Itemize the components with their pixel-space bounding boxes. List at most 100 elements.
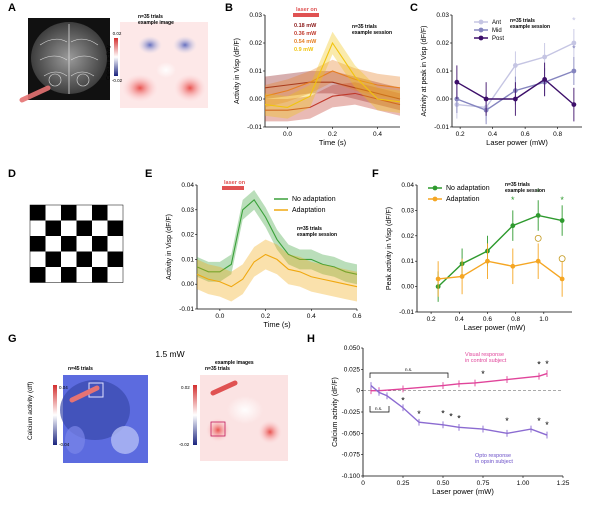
x-tick-label: 0.4 <box>488 131 497 138</box>
panel-letter-g: G <box>8 333 17 345</box>
data-point <box>559 218 565 223</box>
data-point <box>512 96 518 102</box>
y-tick-label: 0.04 <box>401 182 414 189</box>
y-tick-label: -0.01 <box>399 309 414 316</box>
panel-c-note-2: example session <box>510 24 550 30</box>
legend-marker <box>478 27 484 33</box>
series-band <box>197 189 357 285</box>
y-tick-label: 0.00 <box>401 284 414 291</box>
panel-b-note-1: n=35 trials <box>352 24 377 30</box>
legend-marker <box>478 35 484 41</box>
series-line <box>437 214 563 288</box>
x-tick-label: 0.8 <box>511 316 520 323</box>
panel-h-purple-label-1: Opto response <box>475 453 511 459</box>
y-tick-label: 0.04 <box>181 182 194 189</box>
y-tick-label: 0.03 <box>181 207 194 214</box>
significance-star: * <box>449 412 453 422</box>
checker-square <box>30 205 46 221</box>
x-tick-label: 1.0 <box>539 316 548 323</box>
x-tick-label: 0.6 <box>483 316 492 323</box>
legend-label: Mid <box>492 28 502 34</box>
legend-entry: 0.9 mW <box>294 47 314 53</box>
panel-g-right-cbar-max: 0.02 <box>181 385 190 390</box>
significance-star: * <box>481 369 485 379</box>
significance-star: * <box>537 416 541 426</box>
data-point <box>571 40 577 46</box>
significance-star: * <box>536 187 540 197</box>
panel-g-right-image <box>200 375 288 461</box>
panel-a-colorbar <box>114 38 118 76</box>
panel-a-activity-map <box>120 22 208 108</box>
y-tick-label: 0.00 <box>181 281 194 288</box>
chart-f: -0.01 0.00 0.01 0.02 0.03 0.04 0.2 0.4 0.6 0.8 1.0… <box>386 182 572 332</box>
panel-c-legend: Ant Mid Post <box>474 19 504 42</box>
y-axis-label: Activity in Visp (dF/F) <box>234 38 241 104</box>
panel-h-pink-label-2: in control subject <box>465 358 507 364</box>
y-axis-label: Activity in Visp (dF/F) <box>166 214 173 280</box>
y-axis-label: Calcium activity (dF/F) <box>332 377 339 447</box>
data-point <box>535 258 541 264</box>
significance-star: * <box>401 395 405 405</box>
panel-g-subtitle: example images <box>215 360 254 366</box>
panel-e-laser-label: laser on <box>224 180 246 186</box>
series-line <box>264 81 401 100</box>
panel-h-ns-bracket-top <box>369 372 449 378</box>
series-band <box>197 239 357 302</box>
y-axis-label: Peak activity in Visp (dF/F) <box>386 207 393 290</box>
panel-g-left-cbar-label: Calcium activity (dff) <box>27 382 34 440</box>
series-line <box>196 253 358 288</box>
panel-b-laser-bar <box>293 13 319 17</box>
data-point <box>535 213 541 218</box>
legend-label: No adaptation <box>292 196 336 203</box>
data-point <box>542 77 548 82</box>
panel-e-legend: No adaptation Adaptation <box>274 196 336 214</box>
x-tick-label: 0.50 <box>437 480 450 487</box>
y-tick-label: 0.02 <box>436 40 449 47</box>
panel-c-note-1: n=35 trials <box>510 18 535 24</box>
checker-square <box>45 251 61 267</box>
significance-star: * <box>457 413 461 423</box>
panel-f-note-1: n=35 trials <box>505 182 530 188</box>
y-tick-label: 0.03 <box>249 12 262 19</box>
data-point <box>512 63 518 68</box>
legend-marker <box>478 19 484 25</box>
panel-g-right-cbar-min: -0.02 <box>179 442 190 447</box>
checker-square <box>30 267 46 283</box>
x-tick-label: 0.0 <box>283 131 292 138</box>
chart-e: -0.01 0.00 0.01 0.02 0.03 0.04 0.0 0.2 0.4 0.6 Tim… <box>166 182 362 329</box>
panel-a-note-1: n=35 trials <box>138 14 163 20</box>
x-axis-label: Laser power (mW) <box>464 323 526 332</box>
panel-h-ns-top: n.s. <box>405 367 412 372</box>
x-tick-label: 0 <box>361 480 365 487</box>
series-band <box>265 82 400 122</box>
data-point <box>510 263 516 269</box>
data-point <box>510 223 516 229</box>
legend-entry: 0.18 mW <box>294 23 317 29</box>
x-tick-label: 1.25 <box>557 480 570 487</box>
y-tick-label: 0.02 <box>401 233 414 240</box>
x-tick-label: 0.8 <box>553 131 562 138</box>
panel-letter-b: B <box>225 2 233 14</box>
panel-e-note-1: n=35 trials <box>297 226 322 232</box>
panel-letter-e: E <box>145 168 153 180</box>
data-point <box>454 79 460 85</box>
x-tick-label: 0.2 <box>328 131 337 138</box>
panel-h-ns-bottom: n.s. <box>375 406 382 411</box>
checker-square <box>30 236 46 252</box>
data-point <box>542 54 548 60</box>
panel-h-pink-label-1: Visual response <box>465 352 504 358</box>
significance-circle <box>558 255 566 263</box>
data-point <box>459 274 465 279</box>
y-tick-label: 0.00 <box>249 96 262 103</box>
x-tick-label: 0.25 <box>397 480 410 487</box>
panel-g-left-colorbar <box>53 385 57 445</box>
checker-square <box>45 220 61 236</box>
legend-entry: 0.36 mW <box>294 31 317 37</box>
panel-b-legend: 0.18 mW 0.36 mW 0.54 mW 0.9 mW <box>294 23 317 53</box>
y-tick-label: -0.01 <box>179 306 194 313</box>
panel-letter-h: H <box>307 333 315 345</box>
panel-a-colorbar-max: 0.02 <box>113 31 122 36</box>
x-tick-label: 0.6 <box>521 131 530 138</box>
y-tick-label: -0.025 <box>342 409 361 416</box>
